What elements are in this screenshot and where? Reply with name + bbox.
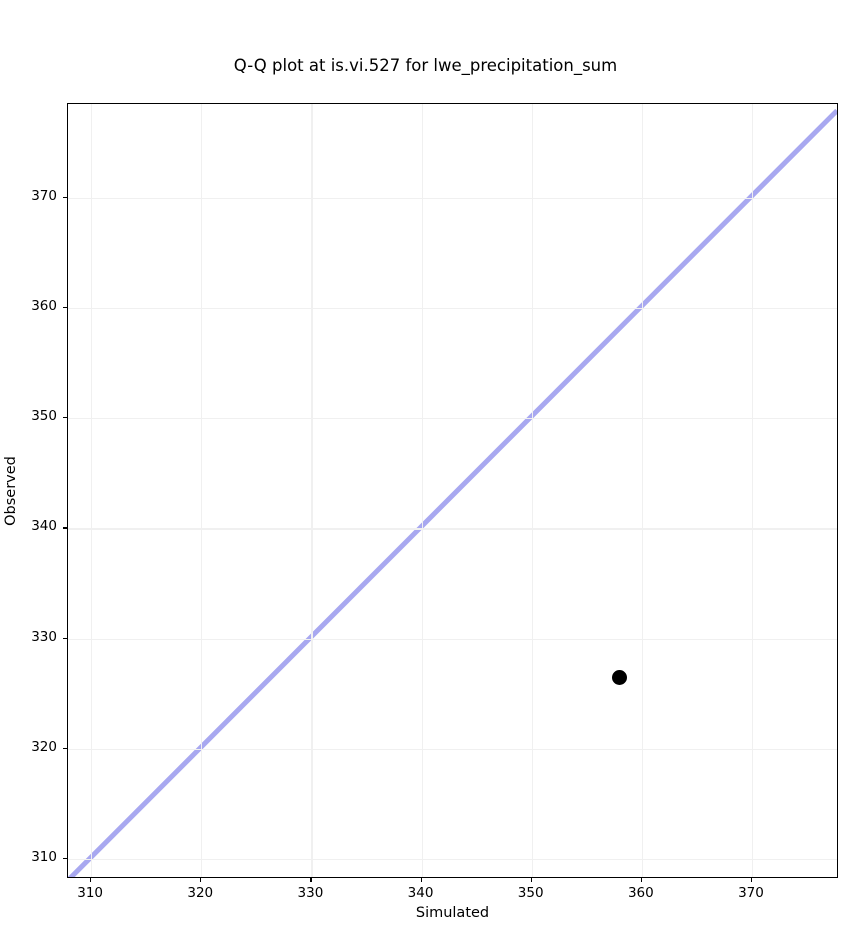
y-tick-label-text: 350 xyxy=(31,408,57,425)
gridline-vertical xyxy=(311,104,313,877)
y-tick-mark xyxy=(63,858,67,860)
x-tick-label: 310 xyxy=(77,885,104,901)
y-axis-label: Observed xyxy=(0,103,22,878)
gridline-vertical xyxy=(421,104,423,877)
x-tick-label: 330 xyxy=(297,885,324,901)
y-tick-mark xyxy=(63,306,67,309)
x-tick-mark xyxy=(310,878,312,882)
y-axis-label-text: Observed xyxy=(3,455,20,526)
gridline-horizontal xyxy=(68,859,837,861)
y-tick-label-text: 320 xyxy=(31,738,57,755)
gridline-horizontal xyxy=(68,197,837,199)
chart-title-line-1: Q-Q plot at is.vi.527 for lwe_precipitat… xyxy=(233,56,618,75)
gridline-horizontal xyxy=(68,307,837,310)
gridline-vertical xyxy=(201,104,203,877)
x-tick-label: 340 xyxy=(407,885,434,901)
x-tick-mark xyxy=(90,878,92,882)
reference-line xyxy=(68,108,837,877)
x-tick-mark xyxy=(530,878,532,882)
y-tick-mark xyxy=(63,417,67,419)
y-tick-mark xyxy=(63,747,67,750)
gridline-horizontal xyxy=(68,418,837,420)
gridline-vertical xyxy=(751,104,754,877)
x-tick-mark xyxy=(750,878,753,882)
y-tick-label-text: 370 xyxy=(31,187,57,204)
gridline-vertical xyxy=(641,104,644,877)
gridline-vertical xyxy=(531,104,533,877)
gridline-horizontal xyxy=(68,748,837,751)
y-tick-label-text: 330 xyxy=(31,628,57,645)
x-tick-mark xyxy=(420,878,422,882)
plot-area xyxy=(67,103,838,878)
y-tick-label-text: 310 xyxy=(31,849,57,866)
x-tick-mark xyxy=(640,878,643,882)
y-tick-mark xyxy=(63,527,67,529)
y-tick-mark xyxy=(63,196,67,198)
x-tick-label: 320 xyxy=(187,885,214,901)
gridline-horizontal xyxy=(68,638,837,640)
gridline-horizontal xyxy=(68,528,837,530)
x-tick-label: 360 xyxy=(627,885,654,901)
x-tick-label: 350 xyxy=(517,885,544,901)
y-tick-mark xyxy=(63,637,67,639)
y-tick-label-text: 340 xyxy=(31,518,57,535)
x-tick-label: 370 xyxy=(738,885,764,901)
x-tick-mark xyxy=(200,878,202,882)
gridline-vertical xyxy=(91,104,93,877)
data-point xyxy=(612,669,628,685)
y-tick-label-text: 360 xyxy=(31,297,57,314)
x-axis-label: Simulated xyxy=(415,905,490,921)
